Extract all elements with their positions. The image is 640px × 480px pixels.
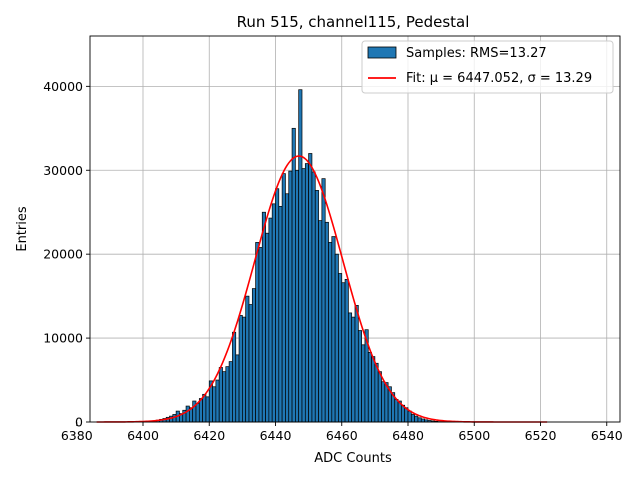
histogram-bar — [265, 232, 270, 423]
x-axis-label: ADC Counts — [314, 451, 392, 466]
histogram-bar — [377, 371, 382, 423]
histogram-bar — [255, 242, 260, 423]
histogram-bar — [228, 361, 233, 423]
histogram-bar — [261, 211, 266, 423]
histogram-bar — [344, 278, 349, 423]
histogram-bar — [301, 168, 306, 423]
histogram-bar — [251, 288, 256, 423]
x-axis-ticks: 6380 6400 6420 6440 6460 6480 6500 6520 6540 — [61, 422, 623, 443]
histogram-bar — [268, 217, 273, 423]
histogram-bar — [222, 371, 227, 423]
histogram-bar — [281, 173, 286, 423]
histogram-bar — [381, 381, 386, 423]
histogram-bar — [185, 405, 190, 423]
histogram-bar — [311, 171, 316, 423]
histogram-bar — [348, 312, 353, 423]
histogram-bar — [371, 356, 376, 423]
chart-title: Run 515, channel115, Pedestal — [237, 13, 470, 31]
histogram-bar — [407, 410, 412, 423]
histogram-bar — [285, 193, 290, 423]
y-axis-label: Entries — [15, 206, 30, 252]
x-tick-label: 6520 — [525, 428, 557, 443]
x-tick-label: 6420 — [193, 428, 225, 443]
histogram-bar — [394, 398, 399, 423]
y-tick-label: 40000 — [43, 79, 83, 94]
histogram-bar — [324, 221, 329, 423]
histogram-bar — [278, 205, 283, 423]
x-tick-label: 6400 — [127, 428, 159, 443]
x-tick-label: 6440 — [260, 428, 292, 443]
plot-frame — [89, 35, 621, 423]
x-tick-label: 6380 — [61, 428, 93, 443]
y-tick-label: 30000 — [43, 163, 83, 178]
x-tick-label: 6460 — [326, 428, 358, 443]
histogram-bar — [288, 170, 293, 423]
histogram-bar — [321, 178, 326, 423]
histogram-bar — [414, 415, 419, 423]
histogram-bar — [242, 316, 247, 423]
histogram-bar — [308, 153, 313, 423]
histogram-bar — [205, 396, 210, 423]
y-axis-ticks: 0 10000 20000 30000 40000 — [43, 79, 90, 430]
x-tick-label: 6540 — [591, 428, 623, 443]
histogram-bar — [374, 362, 379, 423]
histogram-bar — [328, 242, 333, 423]
histogram-bar — [271, 203, 276, 423]
x-tick-label: 6480 — [392, 428, 424, 443]
histogram-bar — [361, 344, 366, 423]
legend: Samples: RMS=13.27 Fit: μ = 6447.052, σ … — [361, 40, 614, 94]
histogram-bar — [338, 273, 343, 423]
histogram-bar — [218, 367, 223, 423]
x-tick-label: 6500 — [458, 428, 490, 443]
histogram-bar — [198, 398, 203, 423]
y-tick-label: 20000 — [43, 247, 83, 262]
legend-swatch-samples — [367, 46, 397, 59]
histogram-bar — [215, 379, 220, 423]
histogram-bar — [275, 188, 280, 423]
histogram-bar — [232, 331, 237, 423]
histogram-bar — [195, 403, 200, 423]
histogram-bar — [225, 366, 230, 423]
histogram-bar — [334, 253, 339, 423]
histogram-bar — [331, 236, 336, 423]
histogram-bar — [291, 127, 296, 423]
y-tick-label: 0 — [75, 415, 83, 430]
histogram-bar — [245, 295, 250, 423]
histogram-bar — [212, 386, 217, 423]
histogram-bar — [354, 305, 359, 423]
histogram-bar — [258, 247, 263, 423]
histogram-bar — [298, 89, 303, 423]
histogram-bar — [357, 330, 362, 423]
histogram-bar — [295, 169, 300, 423]
histogram-bar — [341, 282, 346, 423]
legend-box — [361, 40, 614, 94]
histogram-bar — [351, 316, 356, 423]
histogram-bar — [238, 315, 243, 423]
histogram-bar — [417, 417, 422, 423]
legend-label-fit: Fit: μ = 6447.052, σ = 13.29 — [406, 71, 592, 86]
histogram-bar — [410, 414, 415, 423]
histogram-bar — [248, 304, 253, 423]
histogram-bar — [420, 418, 425, 423]
histogram-bar — [304, 163, 309, 423]
histogram-bar — [318, 220, 323, 423]
histogram-bar — [314, 190, 319, 423]
legend-label-samples: Samples: RMS=13.27 — [406, 46, 547, 61]
histogram-bar — [235, 354, 240, 423]
histogram-bar — [367, 352, 372, 423]
histogram-bar — [202, 393, 207, 423]
y-tick-label: 10000 — [43, 331, 83, 346]
